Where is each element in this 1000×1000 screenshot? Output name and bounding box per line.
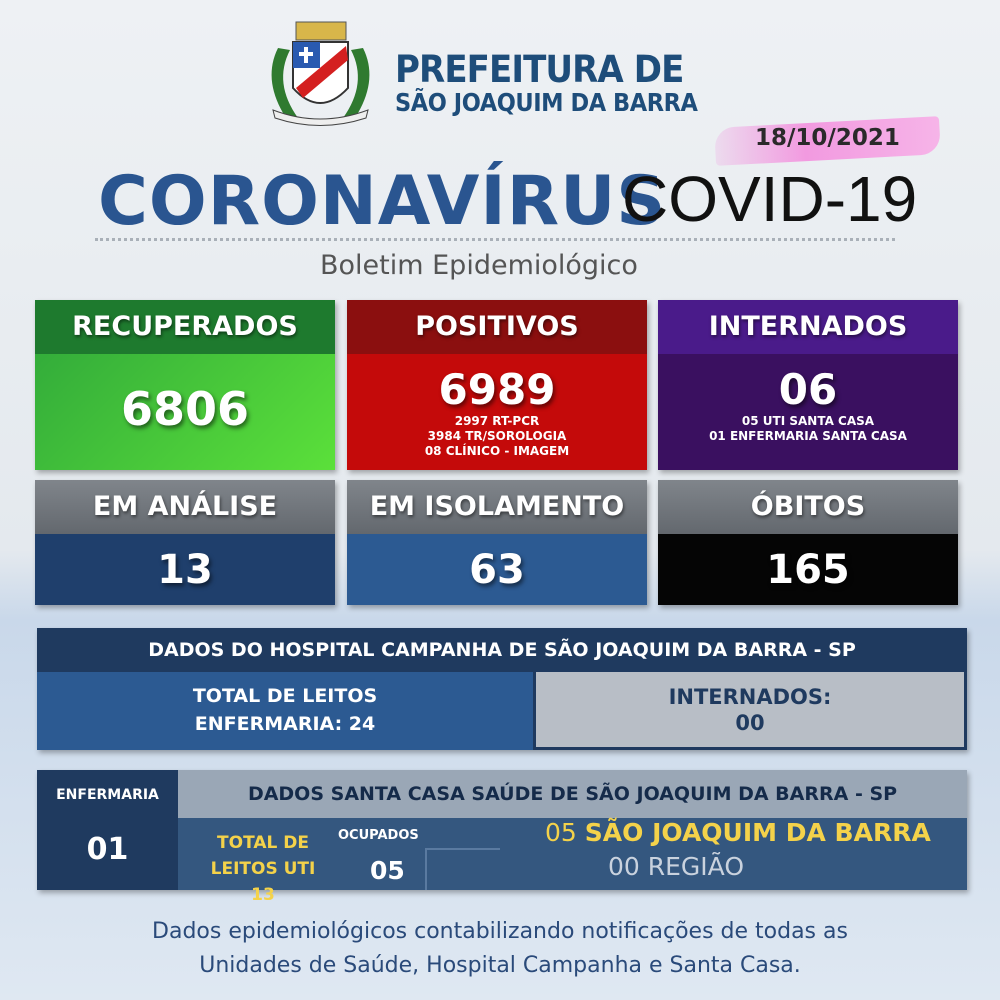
hospital-campanha-panel: DADOS DO HOSPITAL CAMPANHA DE SÃO JOAQUI…: [37, 628, 967, 750]
card-label: EM ISOLAMENTO: [347, 480, 647, 534]
footer-line1: Dados epidemiológicos contabilizando not…: [152, 919, 848, 944]
card-detail: 3984 TR/SOROLOGIA: [427, 429, 567, 443]
occupied-value: 05: [370, 856, 405, 885]
card-em-isolamento: EM ISOLAMENTO 63: [347, 480, 647, 605]
card-value: 6806: [120, 382, 250, 436]
card-value: 63: [469, 547, 525, 593]
card-label: INTERNADOS: [658, 300, 958, 354]
card-detail: 01 ENFERMARIA SANTA CASA: [709, 429, 907, 443]
footer-line2: Unidades de Saúde, Hospital Campanha e S…: [199, 953, 801, 978]
card-detail: 2997 RT-PCR: [454, 414, 540, 428]
card-value: 6989: [438, 365, 556, 414]
beds-line1: TOTAL DE LEITOS: [192, 685, 378, 707]
divider: [95, 238, 895, 241]
footer-note: Dados epidemiológicos contabilizando not…: [0, 915, 1000, 983]
card-detail: 08 CLÍNICO - IMAGEM: [424, 444, 570, 458]
subtitle: Boletim Epidemiológico: [320, 250, 638, 281]
admitted-value: 00: [735, 711, 765, 735]
headline: CORONAVÍRUS: [98, 162, 667, 241]
card-value: 165: [766, 547, 850, 593]
uti-line2: LEITOS UTI 13: [210, 859, 316, 905]
ward-value: 01: [86, 832, 129, 867]
prefeitura-title: PREFEITURA DE: [395, 48, 684, 91]
santa-casa-title: DADOS SANTA CASA SAÚDE DE SÃO JOAQUIM DA…: [178, 770, 967, 818]
uti-line1: TOTAL DE: [217, 833, 309, 853]
local-count: 05: [545, 818, 577, 847]
santa-casa-panel: ENFERMARIA 01 DADOS SANTA CASA SAÚDE DE …: [37, 770, 967, 905]
bulletin-date: 18/10/2021: [755, 125, 900, 151]
beds-line2: ENFERMARIA: 24: [194, 713, 376, 735]
card-detail: 05 UTI SANTA CASA: [741, 414, 875, 428]
region-count: 00 REGIÃO: [608, 852, 745, 881]
hospital-title: DADOS DO HOSPITAL CAMPANHA DE SÃO JOAQUI…: [37, 628, 967, 672]
card-label: EM ANÁLISE: [35, 480, 335, 534]
occupied-label: OCUPADOS: [338, 828, 419, 843]
card-value: 13: [157, 547, 213, 593]
ward-label: ENFERMARIA: [56, 787, 159, 803]
card-value: 06: [778, 365, 838, 414]
card-obitos: ÓBITOS 165: [658, 480, 958, 605]
coat-of-arms-logo: [271, 21, 370, 126]
card-label: RECUPERADOS: [35, 300, 335, 354]
card-label: ÓBITOS: [658, 480, 958, 534]
local-label: SÃO JOAQUIM DA BARRA: [584, 818, 931, 847]
admitted-label: INTERNADOS:: [668, 685, 832, 709]
card-internados: INTERNADOS 06 05 UTI SANTA CASA 01 ENFER…: [658, 300, 958, 470]
card-em-analise: EM ANÁLISE 13: [35, 480, 335, 605]
connector-line: [425, 848, 500, 890]
headline-covid: COVID-19: [622, 163, 918, 235]
card-recuperados: RECUPERADOS 6806: [35, 300, 335, 470]
city-title: SÃO JOAQUIM DA BARRA: [395, 88, 698, 117]
card-label: POSITIVOS: [347, 300, 647, 354]
card-positivos: POSITIVOS 6989 2997 RT-PCR 3984 TR/SOROL…: [347, 300, 647, 470]
